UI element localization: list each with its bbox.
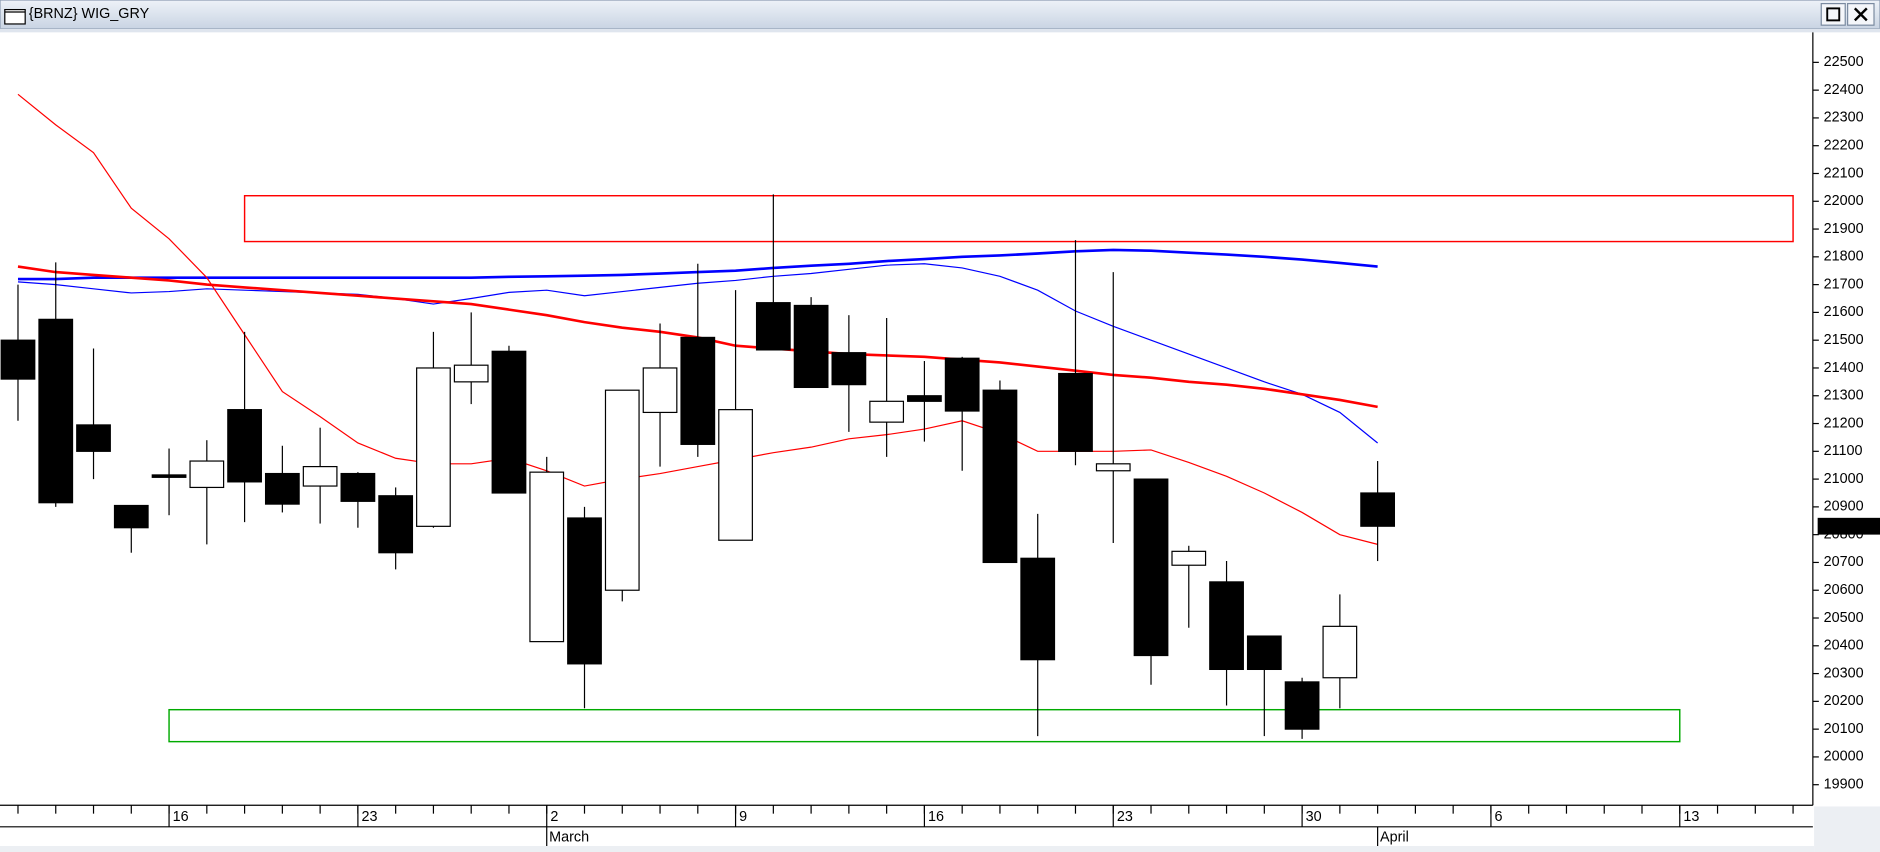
candle-body (567, 517, 602, 665)
close-icon[interactable] (1853, 7, 1868, 22)
x-tick-label: 9 (739, 809, 747, 825)
plot-area (0, 93, 1794, 743)
candle-body (378, 495, 414, 554)
y-tick-label: 20500 (1824, 610, 1864, 626)
candle-body (76, 424, 111, 452)
candle-body (869, 400, 905, 423)
y-tick-label: 20700 (1824, 554, 1864, 570)
x-tick-label: 2 (550, 809, 558, 825)
maximize-icon[interactable] (1826, 7, 1841, 22)
candle-body (227, 409, 262, 483)
candle-body (0, 339, 36, 380)
candle-body (1171, 550, 1207, 566)
candle-body (113, 504, 149, 529)
x-tick-label: 23 (1117, 809, 1133, 825)
close-button[interactable] (1847, 2, 1875, 26)
candle-body (1133, 478, 1169, 657)
window-icon (4, 8, 26, 25)
x-tick-label: 16 (173, 809, 189, 825)
candle-body (831, 352, 867, 386)
candle-body (1322, 625, 1358, 679)
maximize-frame[interactable] (1820, 2, 1846, 26)
y-tick-label: 21800 (1824, 249, 1864, 265)
y-tick-label: 19900 (1824, 777, 1864, 793)
candle-body (264, 472, 300, 505)
candle-body (793, 304, 829, 389)
candle-body (1095, 463, 1131, 472)
candle-body (604, 389, 640, 591)
candle-body (1360, 492, 1396, 527)
candle-body (944, 357, 980, 412)
y-tick-label: 20100 (1824, 721, 1864, 737)
x-tick-label: 30 (1306, 809, 1322, 825)
price-zone (243, 194, 1794, 243)
candle-body (718, 409, 753, 541)
y-tick-label: 21100 (1824, 443, 1863, 459)
y-tick-label: 21400 (1824, 360, 1864, 376)
month-label: April (1380, 829, 1409, 845)
x-tick-label: 23 (361, 809, 377, 825)
y-tick-label: 20000 (1824, 749, 1864, 765)
candle-body (38, 318, 74, 504)
candle-body (755, 302, 791, 351)
y-tick-label: 22200 (1824, 138, 1864, 154)
y-tick-label: 22400 (1824, 82, 1864, 98)
month-label: March (549, 829, 589, 845)
candle-body (642, 367, 678, 414)
y-tick-label: 22000 (1824, 193, 1864, 209)
y-tick-label: 21700 (1824, 276, 1864, 292)
y-tick-label: 21500 (1824, 332, 1864, 348)
y-tick-label: 21000 (1824, 471, 1864, 487)
last-price-label: 20830.38 (1820, 518, 1880, 534)
y-tick-label: 22100 (1824, 165, 1864, 181)
candle-body (416, 367, 451, 527)
candle-body (491, 350, 527, 494)
candle-body (151, 474, 187, 478)
candle-body (1020, 557, 1056, 661)
last-price-box (1817, 517, 1880, 535)
candle-body (1246, 635, 1282, 671)
y-tick-label: 22300 (1824, 110, 1864, 126)
bottom-edge (0, 846, 1815, 852)
x-tick-label: 13 (1683, 809, 1699, 825)
candle-body (907, 395, 942, 402)
corner-area (1814, 806, 1880, 852)
candle-body (982, 389, 1018, 564)
title-bar (0, 0, 1880, 30)
frame-edge (0, 28, 1880, 33)
window-title: {BRNZ} WIG_GRY (29, 6, 150, 22)
candle-body (302, 465, 338, 487)
candle-body (189, 460, 225, 489)
y-tick-label: 21900 (1824, 221, 1864, 237)
candle-body (1209, 581, 1244, 671)
y-tick-label: 20200 (1824, 693, 1864, 709)
y-tick-label: 21200 (1824, 415, 1864, 431)
candle-body (529, 471, 565, 643)
y-tick-label: 20900 (1824, 499, 1864, 515)
y-tick-label: 22500 (1824, 54, 1864, 70)
y-tick-label: 20400 (1824, 638, 1864, 654)
candle-body (453, 364, 489, 383)
maximize-button[interactable] (1820, 2, 1846, 26)
y-tick-label: 20600 (1824, 582, 1864, 598)
y-tick-label: 20300 (1824, 665, 1864, 681)
y-tick-label: 21600 (1824, 304, 1864, 320)
candle-body (1284, 681, 1320, 730)
price-zone (168, 708, 1681, 743)
candle-body (680, 336, 716, 445)
candle-body (1058, 372, 1093, 452)
x-tick-label: 16 (928, 809, 944, 825)
x-tick-label: 6 (1495, 809, 1503, 825)
y-tick-label: 21300 (1824, 388, 1864, 404)
candle-body (340, 472, 376, 502)
